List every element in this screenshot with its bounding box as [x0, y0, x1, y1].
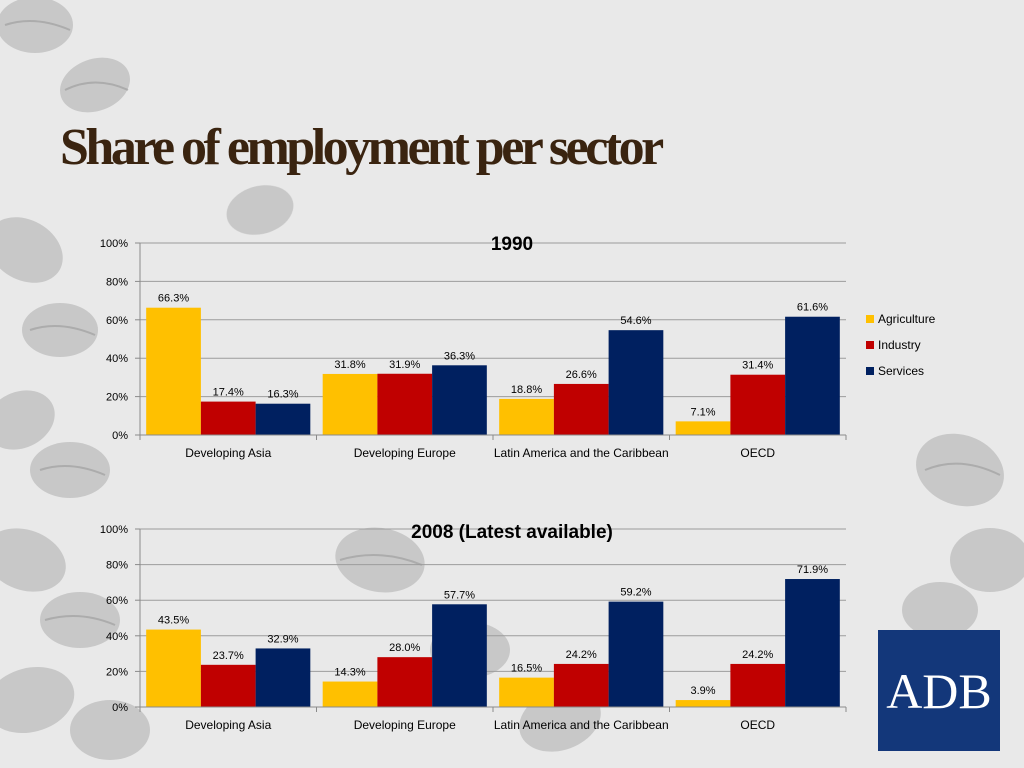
adb-logo-text: ADB	[886, 662, 992, 719]
chart1-data-label: 31.8%	[334, 359, 365, 371]
chart1-ytick-label: 0%	[112, 430, 128, 442]
chart1-bar-industry	[730, 374, 786, 435]
chart2-category-label: Latin America and the Caribbean	[494, 718, 669, 732]
chart1-bar-agriculture	[675, 421, 731, 435]
chart1-category-label: Developing Europe	[354, 446, 456, 460]
chart2-ytick-label: 60%	[106, 595, 128, 607]
slide-title: Share of employment per sector	[60, 119, 664, 176]
chart2-ytick-label: 80%	[106, 560, 128, 572]
chart1-ytick-label: 20%	[106, 392, 128, 404]
chart1-bar-services	[608, 330, 664, 435]
chart2-data-label: 57.7%	[444, 589, 475, 601]
chart1-data-label: 31.9%	[389, 359, 420, 371]
chart1-bar-industry	[377, 373, 433, 435]
chart2-category-label: Developing Asia	[185, 718, 271, 732]
chart1-data-label: 36.3%	[444, 350, 475, 362]
chart2-data-label: 14.3%	[334, 667, 365, 679]
chart1-legend-label: Agriculture	[878, 312, 936, 326]
chart1-bar-services	[255, 403, 311, 435]
chart1-data-label: 17.4%	[213, 387, 244, 399]
chart1-category-label: Developing Asia	[185, 446, 271, 460]
chart2-bar-agriculture	[675, 700, 731, 707]
chart1-data-label: 61.6%	[797, 302, 828, 314]
chart1-ytick-label: 60%	[106, 315, 128, 327]
chart1-ytick-label: 80%	[106, 276, 128, 288]
chart2-data-label: 23.7%	[213, 650, 244, 662]
chart1-data-label: 16.3%	[267, 389, 298, 401]
chart1-ytick-label: 40%	[106, 353, 128, 365]
chart1-legend-swatch	[866, 367, 874, 375]
chart1-legend-swatch	[866, 315, 874, 323]
chart1-bar-agriculture	[499, 398, 554, 435]
chart2-data-label: 3.9%	[690, 685, 715, 697]
chart2-data-label: 16.5%	[511, 663, 542, 675]
chart2-bar-industry	[553, 663, 609, 707]
chart1-legend-label: Industry	[878, 338, 921, 352]
chart1-data-label: 66.3%	[158, 293, 189, 305]
chart2-category-label: Developing Europe	[354, 718, 456, 732]
chart1-title: 1990	[491, 234, 533, 255]
chart1-data-label: 31.4%	[742, 360, 773, 372]
chart2-ytick-label: 100%	[100, 524, 128, 536]
chart1-data-label: 54.6%	[620, 315, 651, 327]
chart2-bar-industry	[200, 664, 256, 707]
chart2-data-label: 71.9%	[797, 564, 828, 576]
chart1-bar-industry	[200, 401, 256, 435]
chart2-bar-services	[785, 579, 840, 707]
chart2-ytick-label: 20%	[106, 666, 128, 678]
chart1-bar-services	[432, 365, 487, 435]
chart1-bar-agriculture	[146, 307, 201, 435]
adb-logo: ADB	[878, 630, 1000, 751]
chart1-data-label: 7.1%	[690, 406, 715, 418]
chart2-bar-agriculture	[146, 629, 201, 707]
chart2-data-label: 32.9%	[267, 633, 298, 645]
chart1-bar-services	[785, 316, 840, 435]
chart1-ytick-label: 100%	[100, 238, 128, 250]
chart2-bar-services	[432, 604, 487, 707]
chart2-bar-services	[608, 601, 664, 707]
chart1-legend-label: Services	[878, 364, 924, 378]
chart1-category-label: Latin America and the Caribbean	[494, 446, 669, 460]
chart2-data-label: 24.2%	[742, 649, 773, 661]
chart2-title: 2008 (Latest available)	[411, 522, 613, 543]
chart1-data-label: 26.6%	[566, 369, 597, 381]
chart2-data-label: 24.2%	[566, 649, 597, 661]
chart2-category-label: OECD	[740, 718, 775, 732]
chart2-bar-industry	[730, 663, 786, 707]
chart2-bar-agriculture	[499, 677, 554, 707]
chart1-category-label: OECD	[740, 446, 775, 460]
chart2-bar-services	[255, 648, 311, 707]
chart1-bar-agriculture	[322, 373, 378, 435]
chart2-ytick-label: 0%	[112, 702, 128, 714]
chart2-bar-agriculture	[322, 681, 378, 707]
chart2-data-label: 28.0%	[389, 642, 420, 654]
chart2-ytick-label: 40%	[106, 631, 128, 643]
chart2-data-label: 59.2%	[620, 587, 651, 599]
chart2-bar-industry	[377, 657, 433, 707]
chart2-data-label: 43.5%	[158, 615, 189, 627]
chart1-bar-industry	[553, 383, 609, 435]
chart1-data-label: 18.8%	[511, 384, 542, 396]
chart1-legend-swatch	[866, 341, 874, 349]
